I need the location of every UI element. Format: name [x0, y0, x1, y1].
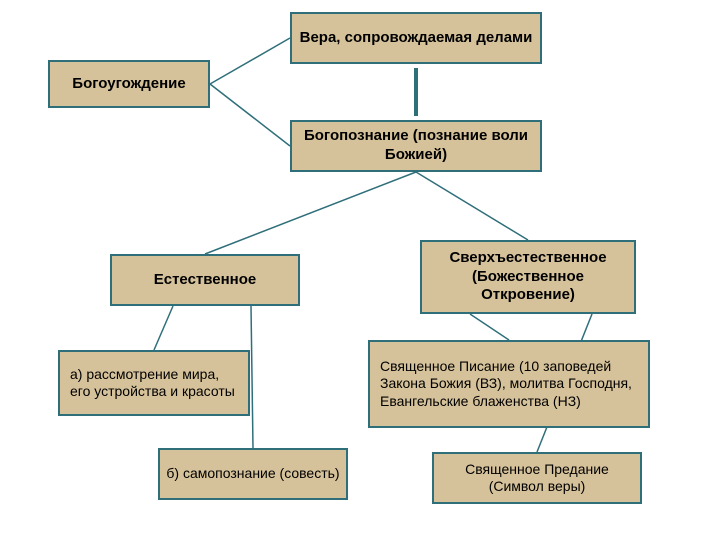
- node-label: Сверхъестественное (Божественное Открове…: [428, 249, 628, 305]
- node-predanie: Священное Предание (Символ веры): [432, 452, 642, 504]
- node-vera: Вера, сопровождаемая делами: [290, 12, 542, 64]
- node-label: а) рассмотрение мира, его устройства и к…: [70, 366, 238, 401]
- node-rassmotrenie: а) рассмотрение мира, его устройства и к…: [58, 350, 250, 416]
- node-bogougozhdenie: Богоугождение: [48, 60, 210, 108]
- node-pisanie: Священное Писание (10 заповедей Закона Б…: [368, 340, 650, 428]
- node-label: Священное Предание (Символ веры): [440, 461, 634, 496]
- node-label: Богопознание (познание воли Божией): [298, 127, 534, 165]
- node-label: Священное Писание (10 заповедей Закона Б…: [380, 358, 638, 411]
- node-label: б) самопознание (совесть): [166, 465, 339, 483]
- node-estestvennoe: Естественное: [110, 254, 300, 306]
- node-label: Вера, сопровождаемая делами: [300, 29, 533, 48]
- node-samopoznanie: б) самопознание (совесть): [158, 448, 348, 500]
- node-label: Богоугождение: [72, 75, 185, 94]
- node-sverh: Сверхъестественное (Божественное Открове…: [420, 240, 636, 314]
- node-bogopoznanie: Богопознание (познание воли Божией): [290, 120, 542, 172]
- node-label: Естественное: [154, 271, 257, 290]
